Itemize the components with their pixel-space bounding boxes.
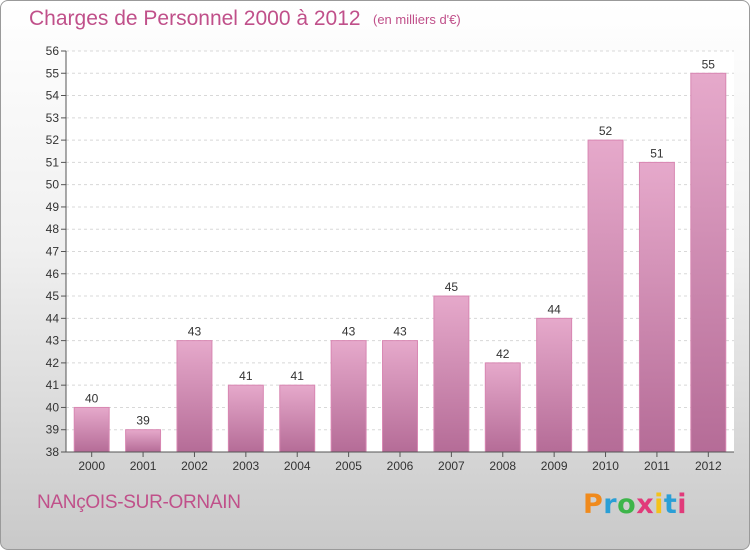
logo-letter: i: [677, 489, 688, 520]
logo-letter: x: [636, 489, 655, 520]
bar-2006: [382, 340, 418, 453]
data-label: 41: [291, 369, 305, 383]
chart-unit: (en milliers d'€): [373, 12, 461, 27]
data-label: 40: [85, 391, 99, 405]
bar-2002: [176, 340, 213, 453]
x-tick-label: 2002: [181, 459, 208, 473]
data-label: 43: [342, 325, 356, 339]
x-tick-label: 2003: [232, 459, 259, 473]
bar-2007: [433, 295, 470, 453]
bar-2010: [587, 139, 624, 453]
y-tick-label: 41: [46, 378, 60, 392]
bars: 40 39 43 41 41 43 43 45 42 44 52 51 55: [73, 57, 727, 453]
bar-2001: [125, 429, 162, 453]
data-label: 52: [599, 124, 613, 138]
y-tick-label: 45: [46, 289, 60, 303]
y-tick-label: 42: [46, 356, 60, 370]
x-tick-label: 2005: [335, 459, 362, 473]
data-label: 44: [547, 302, 561, 316]
y-tick-label: 56: [46, 44, 60, 58]
logo-letter: i: [654, 489, 664, 520]
y-tick-label: 44: [46, 311, 60, 325]
bar-2003: [227, 384, 264, 453]
y-tick-label: 47: [46, 245, 60, 259]
y-tick-label: 40: [46, 400, 60, 414]
y-tick-label: 51: [46, 155, 60, 169]
y-tick-label: 48: [46, 222, 60, 236]
x-tick-label: 2001: [130, 459, 157, 473]
data-label: 43: [188, 325, 202, 339]
x-tick-label: 2009: [541, 459, 568, 473]
y-tick-label: 52: [46, 133, 60, 147]
data-label: 39: [136, 414, 150, 428]
x-tick-label: 2004: [284, 459, 311, 473]
bar-2009: [536, 317, 573, 453]
bar-2011: [638, 161, 675, 453]
y-tick-label: 53: [46, 111, 60, 125]
y-axis: 38 39 40 41 42 43 44 45 46 47 48 49 50 51 52 53 54 55 56: [46, 44, 67, 459]
x-tick-label: 2010: [592, 459, 619, 473]
y-tick-label: 43: [46, 334, 60, 348]
bar-2008: [484, 362, 521, 453]
x-tick-label: 2008: [489, 459, 516, 473]
logo-letter: t: [663, 489, 678, 520]
data-label: 45: [445, 280, 459, 294]
x-axis: 2000 2001 2002 2003 2004 2005 2006 2007 2008 2009…: [66, 451, 734, 473]
commune-name: NANçOIS-SUR-ORNAIN: [37, 492, 241, 513]
y-tick-label: 54: [46, 89, 60, 103]
y-tick-label: 46: [46, 267, 60, 281]
data-label: 41: [239, 369, 253, 383]
data-label: 55: [702, 57, 716, 71]
x-tick-label: 2012: [695, 459, 722, 473]
bar-2005: [330, 340, 367, 453]
proxiti-logo: Proxiti: [583, 489, 687, 520]
data-label: 51: [650, 146, 664, 160]
bar-2012: [690, 72, 727, 453]
y-tick-label: 50: [46, 178, 60, 192]
logo-letter: r: [603, 489, 618, 520]
y-tick-label: 55: [46, 66, 60, 80]
bar-2004: [279, 384, 316, 453]
y-tick-label: 38: [46, 445, 60, 459]
data-label: 43: [393, 325, 407, 339]
y-tick-label: 49: [46, 200, 60, 214]
x-tick-label: 2007: [438, 459, 465, 473]
data-label: 42: [496, 347, 510, 361]
x-tick-label: 2000: [78, 459, 105, 473]
bar-2000: [73, 406, 110, 453]
logo-letter: o: [617, 489, 637, 520]
logo-letter: P: [583, 489, 604, 520]
y-tick-label: 39: [46, 423, 60, 437]
chart-title: Charges de Personnel 2000 à 2012: [29, 7, 361, 30]
x-tick-label: 2011: [644, 459, 670, 473]
x-tick-label: 2006: [387, 459, 414, 473]
